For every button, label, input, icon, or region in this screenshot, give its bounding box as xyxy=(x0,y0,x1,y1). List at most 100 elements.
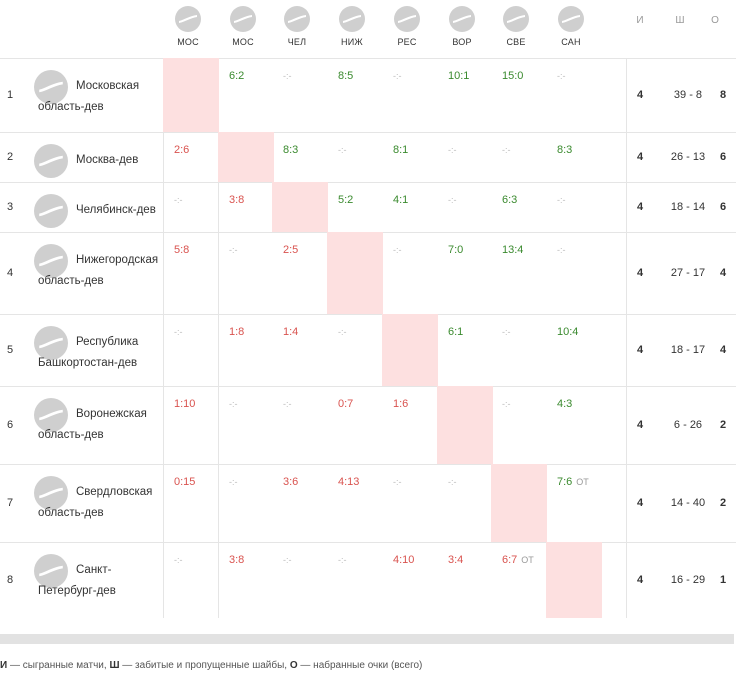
match-result[interactable]: 6:1 xyxy=(448,326,488,338)
match-score[interactable]: 4:3 xyxy=(557,398,573,410)
match-result[interactable]: 15:0 xyxy=(502,70,542,82)
no-match-marker: -:- xyxy=(393,71,402,81)
row-rank: 3 xyxy=(7,201,14,213)
match-score[interactable]: 4:10 xyxy=(393,554,415,566)
column-divider xyxy=(626,58,627,618)
match-score[interactable]: 7:6 xyxy=(557,476,573,488)
match-score[interactable]: 5:8 xyxy=(174,244,190,256)
team-name[interactable]: Свердловская область-дев xyxy=(38,482,168,524)
match-score[interactable]: 8:3 xyxy=(283,144,299,156)
legend-points-text: — набранные очки (всего) xyxy=(297,660,423,671)
column-header-abbr[interactable]: НИЖ xyxy=(341,37,363,47)
match-result[interactable]: 8:1 xyxy=(393,144,433,156)
match-result[interactable]: 3:6 xyxy=(283,476,323,488)
column-header-abbr[interactable]: МОС xyxy=(232,37,254,47)
team-name[interactable]: Санкт-Петербург-дев xyxy=(38,560,168,602)
match-score[interactable]: 6:3 xyxy=(502,194,518,206)
match-result[interactable]: 4:13 xyxy=(338,476,378,488)
match-result[interactable]: 6:7 ОТ xyxy=(502,554,542,566)
match-score[interactable]: 3:6 xyxy=(283,476,299,488)
no-match-marker: -:- xyxy=(393,245,402,255)
no-match-marker: -:- xyxy=(502,399,511,409)
match-result[interactable]: 1:8 xyxy=(229,326,269,338)
match-result[interactable]: 6:3 xyxy=(502,194,542,206)
match-score[interactable]: 2:6 xyxy=(174,144,190,156)
match-result[interactable]: 6:2 xyxy=(229,70,269,82)
match-score[interactable]: 8:5 xyxy=(338,70,354,82)
column-header-abbr[interactable]: ЧЕЛ xyxy=(287,37,307,47)
match-result[interactable]: 3:8 xyxy=(229,194,269,206)
match-result[interactable]: 7:0 xyxy=(448,244,488,256)
match-result[interactable]: 8:3 xyxy=(283,144,323,156)
match-score[interactable]: 13:4 xyxy=(502,244,524,256)
points-total: 2 xyxy=(719,419,727,431)
match-result[interactable]: 4:10 xyxy=(393,554,433,566)
match-score[interactable]: 1:4 xyxy=(283,326,299,338)
match-score[interactable]: 2:5 xyxy=(283,244,299,256)
match-result: -:- xyxy=(502,398,542,410)
match-score[interactable]: 15:0 xyxy=(502,70,524,82)
match-result[interactable]: 2:5 xyxy=(283,244,323,256)
match-score[interactable]: 0:15 xyxy=(174,476,196,488)
match-result[interactable]: 0:7 xyxy=(338,398,378,410)
match-score[interactable]: 3:8 xyxy=(229,194,245,206)
match-score[interactable]: 6:2 xyxy=(229,70,245,82)
match-score[interactable]: 6:7 xyxy=(502,554,518,566)
match-result[interactable]: 10:4 xyxy=(557,326,597,338)
column-header-abbr[interactable]: САН xyxy=(561,37,581,47)
team-name[interactable]: Московская область-дев xyxy=(38,76,168,118)
match-result[interactable]: 1:6 xyxy=(393,398,433,410)
team-logo-placeholder-icon xyxy=(449,6,475,32)
match-score[interactable]: 10:4 xyxy=(557,326,579,338)
match-result[interactable]: 3:4 xyxy=(448,554,488,566)
match-score[interactable]: 1:10 xyxy=(174,398,196,410)
legend-games-text: — сыгранные матчи, xyxy=(7,660,110,671)
no-match-marker: -:- xyxy=(338,555,347,565)
team-name-text: Нижегородская область-дев xyxy=(38,254,159,287)
team-logo-placeholder-icon xyxy=(34,554,68,588)
match-score[interactable]: 7:0 xyxy=(448,244,464,256)
no-match-marker: -:- xyxy=(229,477,238,487)
column-header-abbr[interactable]: ВОР xyxy=(452,37,472,47)
horizontal-scrollbar[interactable] xyxy=(0,634,734,644)
match-score[interactable]: 4:1 xyxy=(393,194,409,206)
match-score[interactable]: 10:1 xyxy=(448,70,470,82)
match-score[interactable]: 1:6 xyxy=(393,398,409,410)
match-result[interactable]: 1:4 xyxy=(283,326,323,338)
match-score[interactable]: 8:1 xyxy=(393,144,409,156)
team-name[interactable]: Нижегородская область-дев xyxy=(38,250,168,292)
match-result[interactable]: 3:8 xyxy=(229,554,269,566)
team-name[interactable]: Республика Башкортостан-дев xyxy=(38,332,168,374)
match-score[interactable]: 5:2 xyxy=(338,194,354,206)
match-result[interactable]: 2:6 xyxy=(174,144,214,156)
self-match-cell xyxy=(382,314,438,386)
match-score[interactable]: 6:1 xyxy=(448,326,464,338)
match-result[interactable]: 5:8 xyxy=(174,244,214,256)
match-result: -:- xyxy=(229,398,269,410)
team-name[interactable]: Челябинск-дев xyxy=(38,200,168,221)
team-logo-placeholder-icon xyxy=(175,6,201,32)
match-result[interactable]: 4:1 xyxy=(393,194,433,206)
match-result[interactable]: 7:6 ОТ xyxy=(557,476,597,488)
column-header-abbr[interactable]: РЕС xyxy=(397,37,417,47)
match-result[interactable]: 8:3 xyxy=(557,144,597,156)
match-score[interactable]: 3:4 xyxy=(448,554,464,566)
match-result[interactable]: 4:3 xyxy=(557,398,597,410)
match-score[interactable]: 8:3 xyxy=(557,144,573,156)
match-result[interactable]: 13:4 xyxy=(502,244,542,256)
column-header-abbr[interactable]: МОС xyxy=(177,37,199,47)
match-result[interactable]: 8:5 xyxy=(338,70,378,82)
team-name[interactable]: Москва-дев xyxy=(38,150,168,171)
team-name[interactable]: Воронежская область-дев xyxy=(38,404,168,446)
match-result[interactable]: 0:15 xyxy=(174,476,214,488)
match-result[interactable]: 5:2 xyxy=(338,194,378,206)
goals-for-against: 6 - 26 xyxy=(673,419,703,431)
match-score[interactable]: 0:7 xyxy=(338,398,354,410)
match-score[interactable]: 3:8 xyxy=(229,554,245,566)
row-divider xyxy=(0,386,736,387)
match-result[interactable]: 10:1 xyxy=(448,70,488,82)
match-score[interactable]: 4:13 xyxy=(338,476,360,488)
match-result[interactable]: 1:10 xyxy=(174,398,214,410)
column-header-abbr[interactable]: СВЕ xyxy=(506,37,526,47)
match-score[interactable]: 1:8 xyxy=(229,326,245,338)
